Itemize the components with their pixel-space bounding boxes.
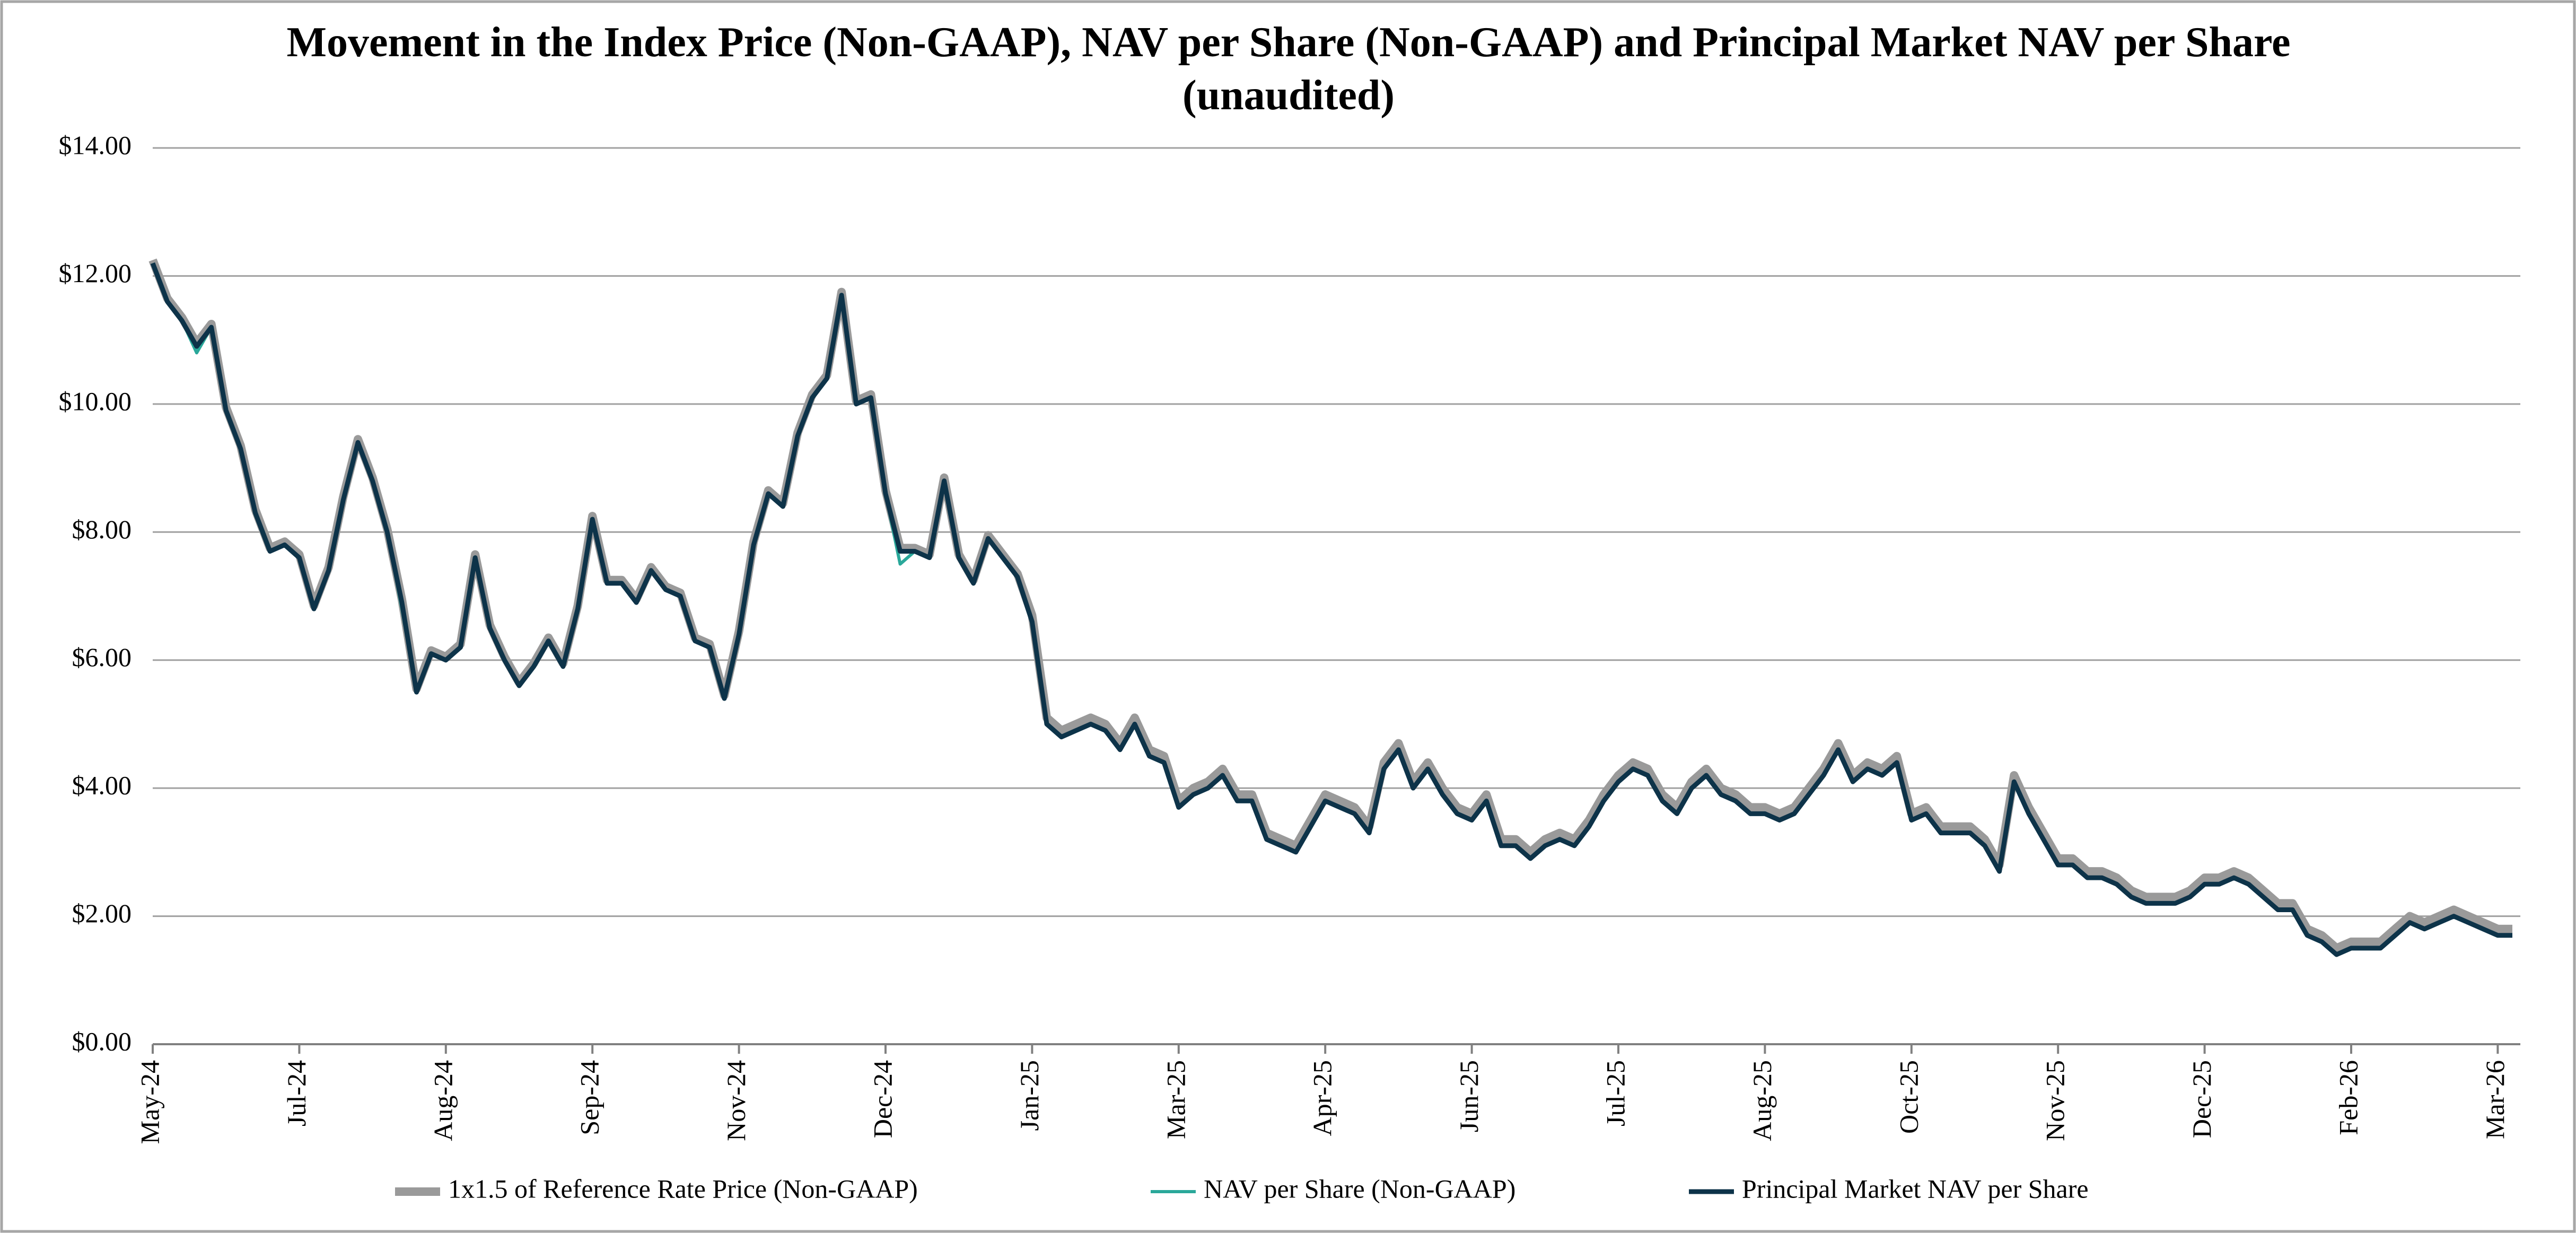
y-tick-label: $10.00 xyxy=(59,386,132,416)
x-tick-label: Nov-25 xyxy=(2040,1060,2070,1141)
y-tick-label: $6.00 xyxy=(72,642,132,672)
legend-label: 1x1.5 of Reference Rate Price (Non-GAAP) xyxy=(448,1174,918,1203)
legend-label: Principal Market NAV per Share xyxy=(1742,1174,2089,1203)
y-tick-label: $8.00 xyxy=(72,514,132,544)
y-tick-label: $4.00 xyxy=(72,771,132,800)
x-tick-label: Jan-25 xyxy=(1014,1060,1044,1131)
x-tick-label: Sep-24 xyxy=(575,1060,604,1135)
x-tick-label: Jul-25 xyxy=(1600,1060,1630,1126)
y-tick-label: $0.00 xyxy=(72,1026,132,1056)
x-tick-label: Oct-25 xyxy=(1894,1060,1923,1134)
x-tick-label: Mar-26 xyxy=(2480,1060,2510,1139)
series-line xyxy=(150,262,2512,957)
y-tick-label: $14.00 xyxy=(59,130,132,160)
x-tick-label: Dec-25 xyxy=(2187,1060,2216,1138)
x-tick-label: Nov-24 xyxy=(721,1060,751,1141)
series-line xyxy=(148,258,2512,952)
x-tick-label: Apr-25 xyxy=(1308,1060,1337,1136)
x-tick-label: May-24 xyxy=(135,1060,164,1144)
series-line xyxy=(151,263,2512,956)
y-tick-label: $12.00 xyxy=(59,258,132,288)
legend-label: NAV per Share (Non-GAAP) xyxy=(1204,1174,1515,1203)
y-tick-label: $2.00 xyxy=(72,898,132,928)
x-tick-label: Aug-25 xyxy=(1747,1060,1777,1141)
x-tick-label: Dec-24 xyxy=(868,1060,897,1138)
x-tick-label: Jul-24 xyxy=(282,1060,311,1126)
x-tick-label: Aug-24 xyxy=(428,1060,458,1141)
chart-title: Movement in the Index Price (Non-GAAP), … xyxy=(286,19,2291,119)
x-tick-label: Feb-26 xyxy=(2333,1060,2363,1135)
x-tick-label: Jun-25 xyxy=(1454,1060,1484,1132)
x-tick-label: Mar-25 xyxy=(1161,1060,1190,1139)
